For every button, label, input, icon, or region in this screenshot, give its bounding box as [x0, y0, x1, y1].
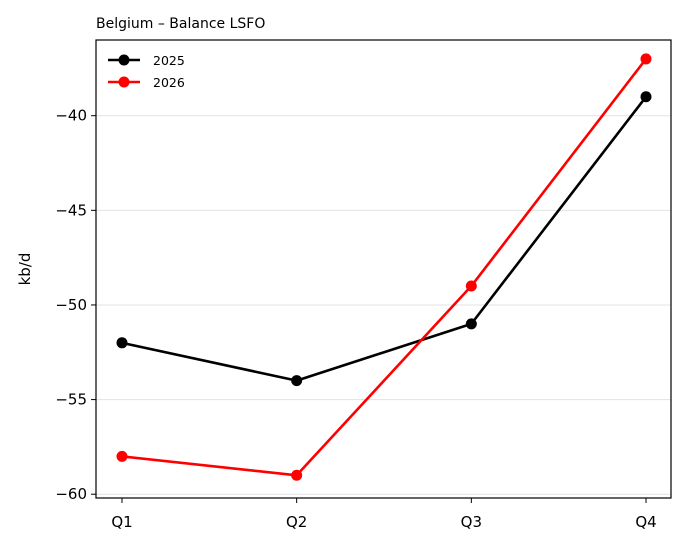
- grid: [96, 115, 671, 495]
- point-2026-Q4: [640, 53, 652, 65]
- axes: −60 −55 −50 −45 −40 Q1 Q2 Q3 Q4: [55, 39, 672, 531]
- y-tick-label-3: −45: [55, 201, 87, 219]
- point-2025-Q3: [465, 318, 477, 330]
- y-tick-label-1: −55: [55, 391, 87, 409]
- point-2025-Q2: [291, 375, 303, 387]
- legend-label-2026: 2026: [153, 75, 185, 90]
- y-axis-label: kb/d: [16, 253, 34, 286]
- series-layer: [116, 53, 652, 481]
- point-2025-Q1: [116, 337, 128, 349]
- legend: 2025 2026: [108, 53, 185, 90]
- legend-marker-2026: [118, 76, 130, 88]
- y-tick-label-4: −40: [55, 107, 87, 125]
- x-tick-label-3: Q4: [635, 513, 656, 531]
- x-tick-label-2: Q3: [461, 513, 482, 531]
- chart-title: Belgium – Balance LSFO: [96, 16, 265, 32]
- point-2026-Q2: [291, 469, 303, 481]
- plot-frame: [95, 39, 672, 499]
- point-2026-Q1: [116, 450, 128, 462]
- legend-label-2025: 2025: [153, 53, 185, 68]
- x-tick-label-0: Q1: [111, 513, 132, 531]
- x-tick-label-1: Q2: [286, 513, 307, 531]
- point-2025-Q4: [640, 91, 652, 103]
- y-tick-label-2: −50: [55, 296, 87, 314]
- y-tick-label-0: −60: [55, 485, 87, 503]
- series-line-2026: [121, 58, 648, 477]
- legend-marker-2025: [118, 54, 130, 66]
- series-line-2025: [121, 95, 648, 382]
- point-2026-Q3: [465, 280, 477, 292]
